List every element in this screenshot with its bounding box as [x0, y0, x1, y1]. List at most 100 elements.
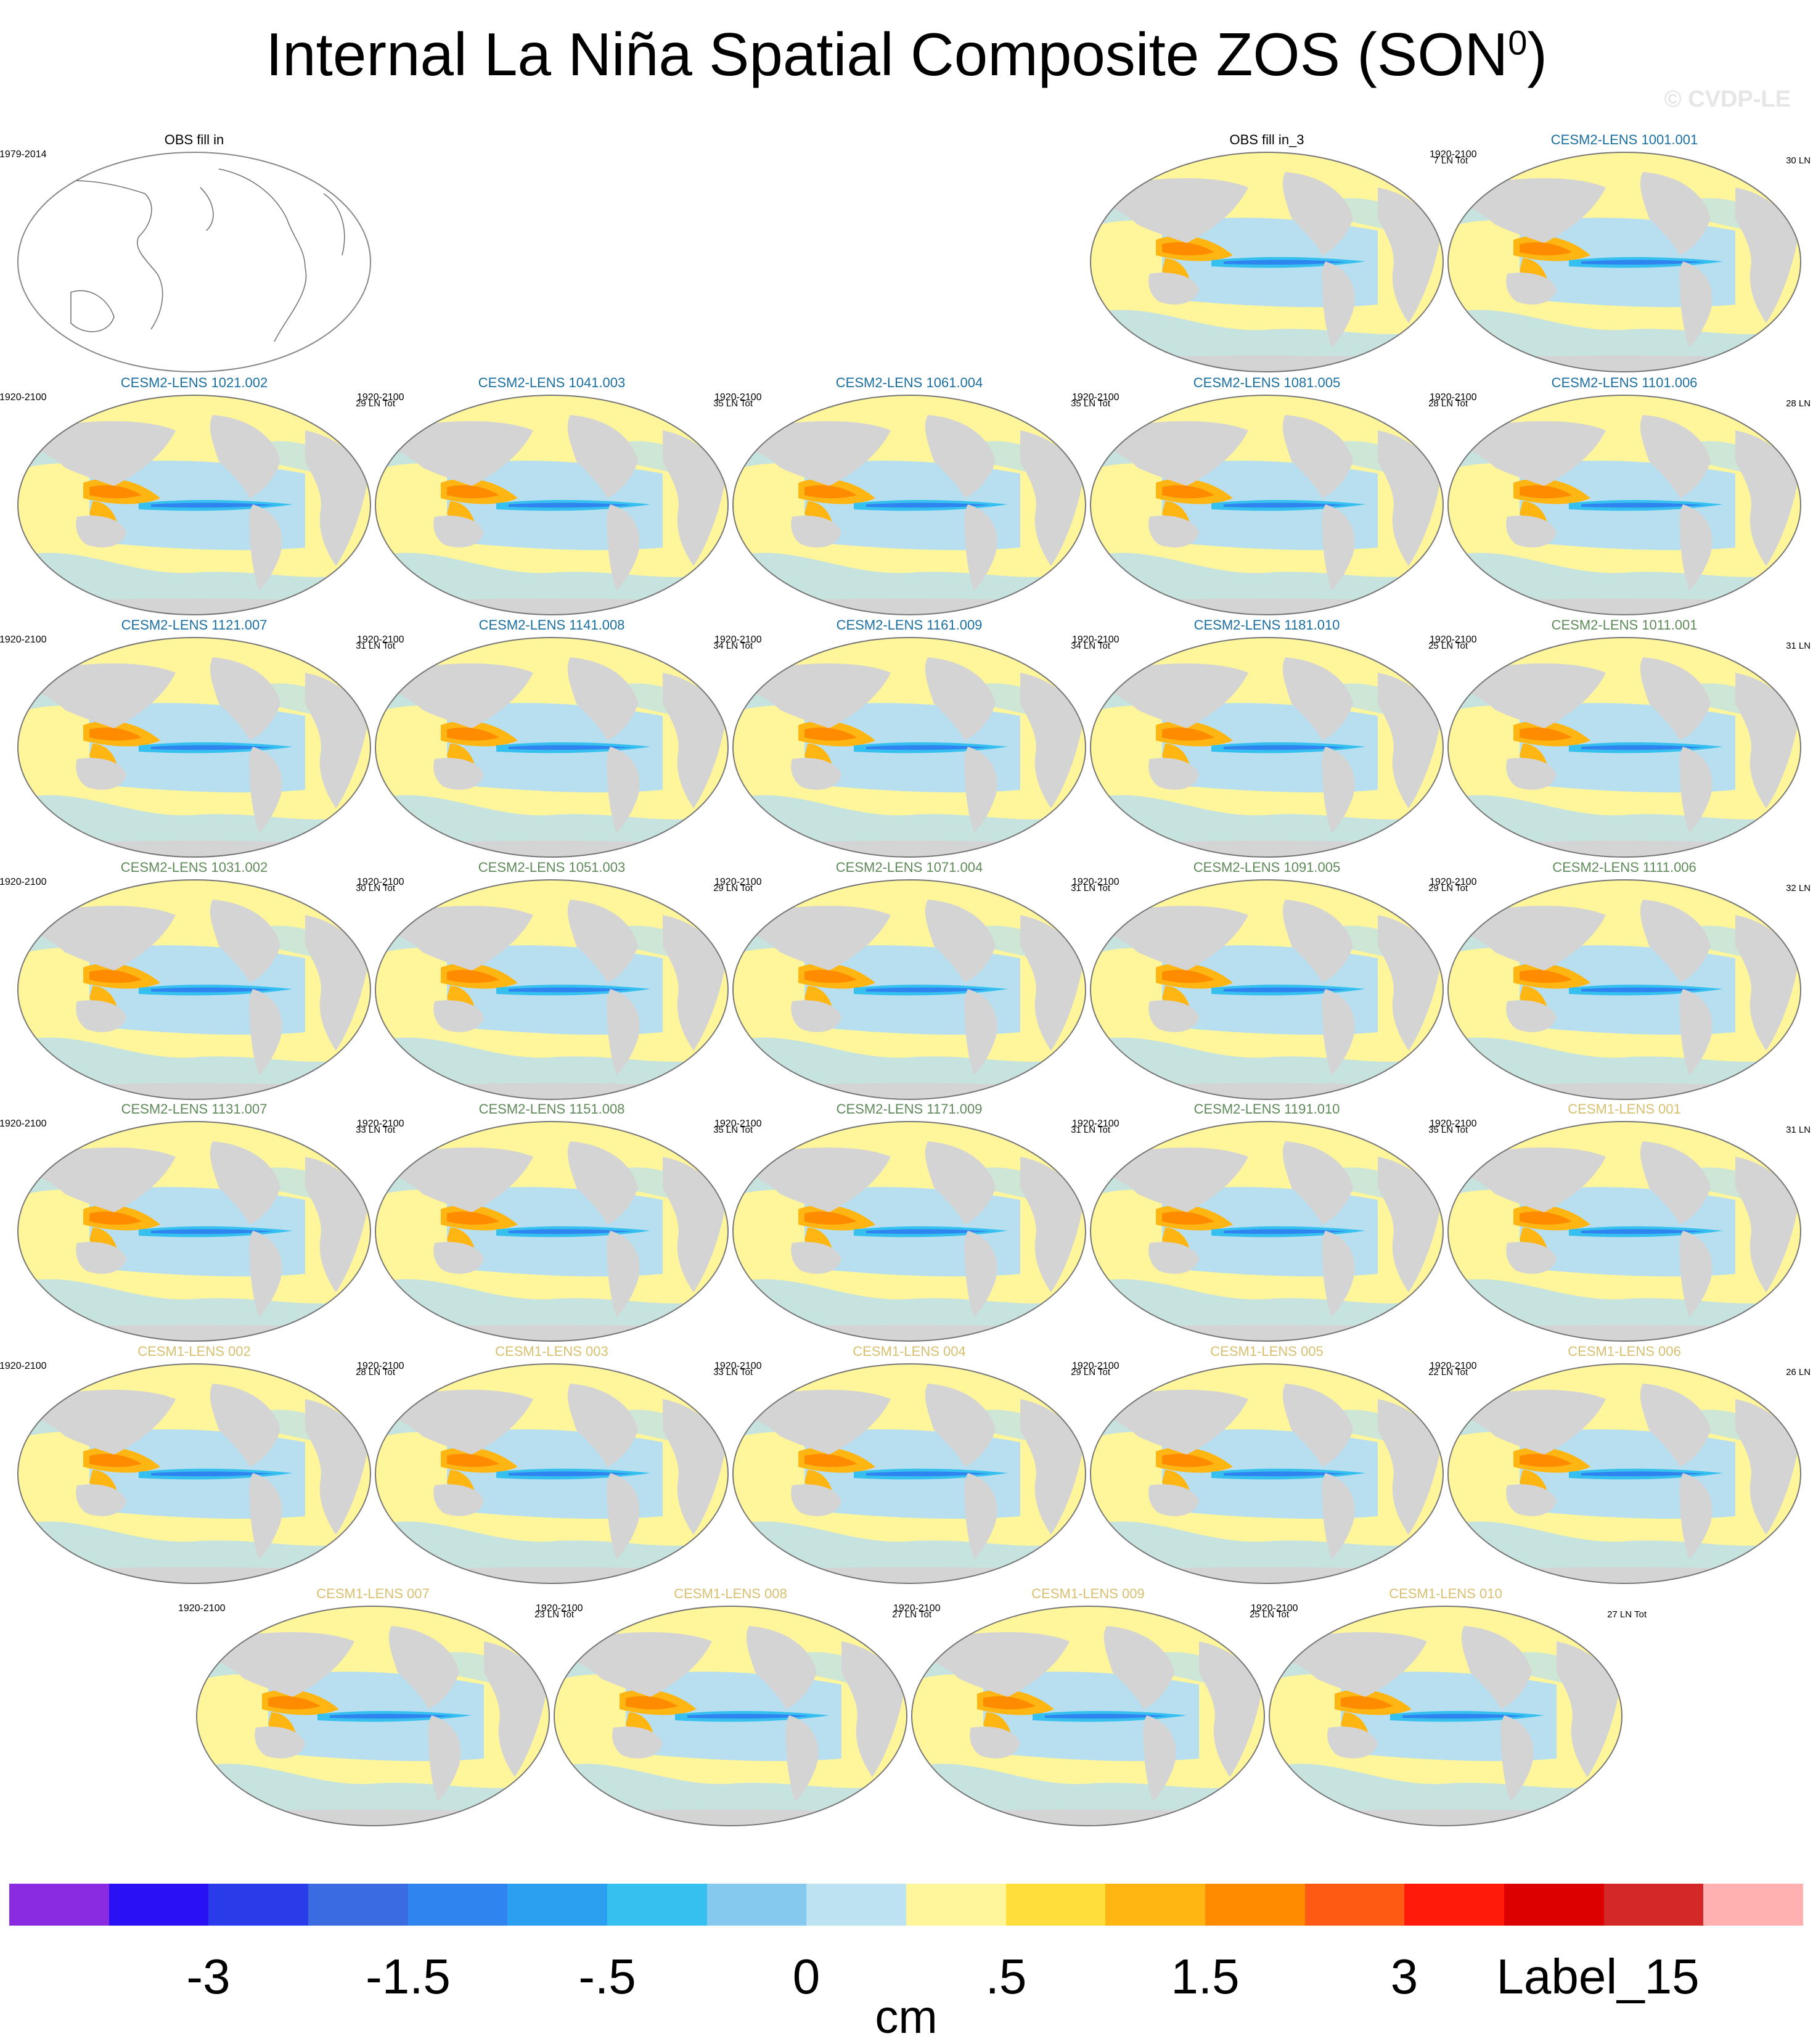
map-plot [1447, 637, 1801, 858]
map-plot [732, 395, 1086, 615]
panel-period-label: 1920-2100 [714, 1361, 762, 1371]
panel-title: CESM1-LENS 003 [495, 1344, 608, 1359]
panel-period-label: 1920-2100 [714, 877, 762, 887]
panel-period-label: 1920-2100 [1072, 877, 1119, 887]
map-plot [375, 395, 729, 615]
panel-count-label: 31 LN Tot [1071, 883, 1110, 893]
colorbar-swatch [407, 1884, 508, 1926]
colorbar [9, 1884, 1804, 1926]
map-plot [732, 879, 1086, 1100]
panel-period-label: 1920-2100 [0, 877, 47, 887]
panel-title: CESM2-LENS 1151.008 [478, 1101, 625, 1117]
map-panel: CESM1-LENS 005 1920-2100 22 LN Tot [1072, 1344, 1468, 1586]
panel-title: CESM2-LENS 1131.007 [121, 1101, 268, 1117]
map-plot [554, 1606, 907, 1826]
map-plot [1447, 1363, 1801, 1584]
colorbar-swatch [1603, 1884, 1704, 1926]
panel-title: CESM2-LENS 1021.002 [120, 375, 268, 390]
map-plot [911, 1606, 1265, 1826]
panel-period-label: 1920-2100 [178, 1603, 226, 1614]
panel-title: CESM2-LENS 1001.001 [1550, 132, 1698, 147]
colorbar-tick-label: 0 [792, 1949, 821, 2004]
colorbar-swatch [1304, 1884, 1405, 1926]
panel-title: CESM1-LENS 010 [1389, 1586, 1502, 1601]
colorbar-swatch [1105, 1884, 1206, 1926]
panel-title: CESM1-LENS 009 [1031, 1586, 1145, 1601]
panel-count-label: 34 LN Tot [713, 641, 753, 651]
panel-period-label: 1920-2100 [1430, 634, 1477, 645]
map-plot [1090, 1121, 1444, 1342]
panel-period-label: 1920-2100 [1430, 392, 1477, 403]
panel-count-label: 27 LN Tot [892, 1609, 931, 1620]
map-panel: CESM2-LENS 1021.002 1920-2100 29 LN Tot [0, 375, 395, 618]
panel-count-label: 31 LN Tot [1071, 1125, 1110, 1135]
map-plot [17, 152, 371, 372]
panel-title: CESM1-LENS 005 [1210, 1344, 1324, 1359]
panel-count-label: 32 LN Tot [1786, 883, 1813, 893]
colorbar-units: cm [875, 1991, 938, 2043]
map-panel: CESM2-LENS 1011.001 1920-2100 31 LN Tot [1430, 617, 1813, 860]
map-panel: CESM2-LENS 1191.010 1920-2100 35 LN Tot [1072, 1101, 1468, 1344]
map-plot [1090, 637, 1444, 858]
panel-period-label: 1920-2100 [1430, 1118, 1477, 1129]
panel-count-label: 25 LN Tot [1428, 641, 1468, 651]
map-plot [196, 1606, 550, 1826]
colorbar-swatch [1205, 1884, 1305, 1926]
map-plot [375, 879, 729, 1100]
panel-period-label: 1920-2100 [0, 634, 47, 645]
panel-count-label: 31 LN Tot [356, 641, 395, 651]
map-plot [1269, 1606, 1623, 1826]
panel-period-label: 1979-2014 [0, 149, 47, 160]
panel-count-label: 23 LN Tot [534, 1609, 574, 1620]
panel-title: CESM1-LENS 008 [674, 1586, 787, 1601]
map-plot [375, 1363, 729, 1584]
map-panel: CESM2-LENS 1111.006 1920-2100 32 LN Tot [1430, 860, 1813, 1102]
panel-period-label: 1920-2100 [357, 877, 404, 887]
map-plot [1090, 879, 1444, 1100]
panel-title: CESM1-LENS 004 [853, 1344, 966, 1359]
map-panel: CESM2-LENS 1061.004 1920-2100 35 LN Tot [714, 375, 1110, 618]
map-panel: CESM2-LENS 1051.003 1920-2100 29 LN Tot [357, 860, 753, 1102]
map-plot [17, 879, 371, 1100]
panel-title: CESM1-LENS 006 [1568, 1344, 1681, 1359]
map-plot [1447, 879, 1801, 1100]
colorbar-swatch [1504, 1884, 1604, 1926]
map-plot [17, 395, 371, 615]
map-panel: CESM2-LENS 1141.008 1920-2100 34 LN Tot [357, 617, 753, 860]
panel-title: CESM2-LENS 1061.004 [835, 375, 983, 390]
map-plot [17, 1121, 371, 1342]
map-panel: CESM2-LENS 1131.007 1920-2100 33 LN Tot [0, 1101, 395, 1344]
panel-title: CESM2-LENS 1111.006 [1552, 860, 1696, 875]
map-plot [1090, 152, 1444, 372]
panel-period-label: 1920-2100 [714, 392, 762, 403]
panel-count-label: 31 LN Tot [1786, 1125, 1813, 1135]
map-plot [375, 637, 729, 858]
colorbar-swatch [9, 1884, 109, 1926]
panel-count-label: 29 LN Tot [1428, 883, 1468, 893]
colorbar-swatch [507, 1884, 608, 1926]
map-panel: CESM1-LENS 002 1920-2100 28 LN Tot [0, 1344, 395, 1586]
colorbar-tick-label: Label_15 [1496, 1949, 1700, 2004]
map-panel: CESM1-LENS 006 1920-2100 26 LN Tot [1430, 1344, 1813, 1586]
colorbar-swatch [1404, 1884, 1505, 1926]
panel-title: CESM2-LENS 1051.003 [478, 860, 626, 875]
watermark: © CVDP-LE [1664, 86, 1791, 112]
panel-title: CESM1-LENS 001 [1568, 1101, 1681, 1117]
map-panel: CESM2-LENS 1171.009 1920-2100 31 LN Tot [714, 1101, 1110, 1344]
panel-period-label: 1920-2100 [714, 634, 762, 645]
map-plot [732, 637, 1086, 858]
colorbar-tick-label: .5 [985, 1949, 1027, 2004]
colorbar-swatch [806, 1884, 907, 1926]
panel-count-label: 26 LN Tot [1786, 1367, 1813, 1377]
panel-period-label: 1920-2100 [1430, 1361, 1477, 1371]
map-plot [1447, 1121, 1801, 1342]
panel-title: CESM2-LENS 1121.007 [121, 617, 268, 633]
panel-period-label: 1920-2100 [1251, 1603, 1298, 1614]
panel-count-label: 35 LN Tot [1071, 398, 1110, 409]
panel-title: CESM1-LENS 002 [137, 1344, 251, 1359]
colorbar-swatch [1703, 1884, 1804, 1926]
panel-period-label: 1920-2100 [0, 1118, 47, 1129]
panel-title: CESM1-LENS 007 [316, 1586, 430, 1601]
map-panel: CESM2-LENS 1071.004 1920-2100 31 LN Tot [714, 860, 1110, 1102]
panel-period-label: 1920-2100 [357, 392, 404, 403]
